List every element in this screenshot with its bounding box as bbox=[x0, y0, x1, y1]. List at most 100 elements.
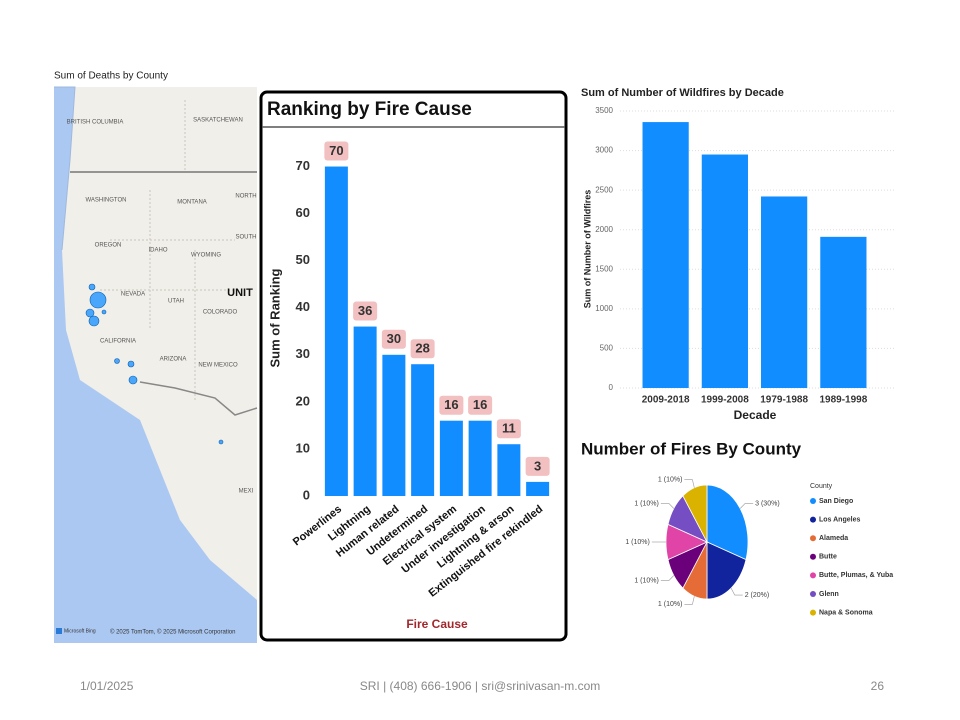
leader-line bbox=[684, 596, 695, 605]
y-tick-label: 50 bbox=[296, 252, 310, 267]
legend-label: Butte bbox=[819, 554, 837, 561]
map-label: SOUTH bbox=[236, 235, 257, 241]
data-label: 70 bbox=[329, 143, 343, 158]
data-label: 1 (10%) bbox=[634, 577, 659, 584]
map-title: Sum of Deaths by County bbox=[54, 71, 168, 82]
data-label: 16 bbox=[473, 397, 487, 412]
map-label: NORTH bbox=[235, 194, 256, 200]
legend-title: County bbox=[810, 483, 833, 490]
bar bbox=[526, 481, 550, 496]
data-label: 2 (20%) bbox=[745, 592, 770, 599]
map-label: NEW MEXICO bbox=[198, 363, 238, 369]
legend-swatch bbox=[810, 572, 816, 579]
legend-swatch bbox=[810, 591, 816, 597]
map-label: SASKATCHEWAN bbox=[193, 118, 243, 124]
bar bbox=[411, 364, 435, 496]
bar bbox=[382, 354, 406, 496]
map-label: UNIT bbox=[227, 287, 253, 299]
data-label: 28 bbox=[415, 341, 429, 356]
y-tick-label: 2000 bbox=[595, 225, 613, 234]
bing-icon bbox=[56, 628, 62, 634]
y-tick-label: 10 bbox=[296, 440, 310, 455]
data-label-bg bbox=[496, 419, 521, 439]
legend-label: Alameda bbox=[819, 535, 848, 542]
map-label: UTAH bbox=[168, 299, 184, 305]
data-label: 3 (30%) bbox=[755, 500, 780, 507]
bar bbox=[439, 420, 463, 496]
legend-label: Los Angeles bbox=[819, 516, 860, 523]
x-tick-label: 1979-1988 bbox=[760, 395, 808, 406]
legend-swatch bbox=[810, 498, 816, 504]
data-label-bg bbox=[353, 301, 378, 321]
map: BRITISH COLUMBIA SASKATCHEWAN WASHINGTON MO… bbox=[54, 86, 258, 643]
border bbox=[139, 381, 258, 416]
data-label-bg bbox=[525, 456, 550, 476]
data-label: 11 bbox=[502, 421, 516, 436]
legend-label: Napa & Sonoma bbox=[819, 609, 873, 616]
y-tick-label: 3000 bbox=[595, 146, 613, 155]
data-label: 1 (10%) bbox=[634, 500, 659, 507]
bar bbox=[701, 154, 748, 388]
legend-label: Butte, Plumas, & Yuba bbox=[819, 572, 893, 579]
map-label: NEVADA bbox=[121, 292, 145, 298]
pie-slice bbox=[706, 484, 749, 561]
data-label-bg bbox=[324, 141, 349, 161]
leader-line bbox=[739, 503, 754, 509]
legend-swatch bbox=[810, 553, 816, 560]
data-label: 30 bbox=[387, 331, 401, 346]
y-tick-label: 0 bbox=[303, 487, 310, 502]
map-label: CALIFORNIA bbox=[100, 339, 136, 345]
leader-line bbox=[660, 575, 675, 581]
data-label: 1 (10%) bbox=[658, 601, 683, 608]
y-tick-label: 20 bbox=[296, 393, 310, 408]
ocean bbox=[54, 87, 257, 643]
map-label: MEXI bbox=[239, 489, 254, 495]
map-label: ARIZONA bbox=[160, 357, 187, 363]
y-axis-label: Sum of Number of Wildfires bbox=[582, 190, 592, 308]
chart-title: Ranking by Fire Cause bbox=[267, 99, 472, 120]
x-tick-label: 1989-1998 bbox=[819, 395, 867, 406]
death-bubbles bbox=[85, 283, 224, 445]
map-label: COLORADO bbox=[203, 310, 238, 316]
legend-swatch bbox=[810, 609, 816, 616]
bar bbox=[642, 122, 689, 388]
y-tick-label: 60 bbox=[296, 205, 310, 220]
map-label: MONTANA bbox=[177, 200, 207, 206]
state-lines bbox=[100, 100, 235, 400]
bar bbox=[761, 196, 808, 388]
map-label: OREGON bbox=[95, 243, 122, 249]
chart-title: Number of Fires By County bbox=[581, 439, 802, 458]
y-tick-label: 1000 bbox=[595, 304, 613, 313]
data-label: 16 bbox=[444, 397, 458, 412]
x-axis-label: Decade bbox=[734, 408, 777, 422]
x-axis-label: Fire Cause bbox=[406, 617, 468, 631]
y-tick-label: 30 bbox=[296, 346, 310, 361]
y-tick-label: 40 bbox=[296, 299, 310, 314]
y-tick-label: 1500 bbox=[595, 264, 613, 273]
data-label: 36 bbox=[358, 303, 372, 318]
map-label: IDAHO bbox=[148, 248, 167, 254]
bar bbox=[468, 420, 492, 496]
y-tick-label: 500 bbox=[600, 344, 614, 353]
chart-title: Sum of Number of Wildfires by Decade bbox=[581, 87, 784, 99]
footer-date: 1/01/2025 bbox=[80, 679, 134, 693]
bar bbox=[324, 166, 348, 497]
x-tick-label: 2009-2018 bbox=[642, 395, 690, 406]
map-copyright: © 2025 TomTom, © 2025 Microsoft Corporat… bbox=[110, 629, 235, 636]
y-tick-label: 0 bbox=[609, 383, 614, 392]
data-label: 1 (10%) bbox=[658, 477, 683, 484]
pie-slice bbox=[682, 484, 708, 543]
map-label: WASHINGTON bbox=[85, 198, 126, 204]
bar bbox=[497, 444, 521, 496]
data-label: 1 (10%) bbox=[625, 539, 650, 546]
data-label: 3 bbox=[534, 458, 541, 473]
y-tick-label: 70 bbox=[296, 158, 310, 173]
data-label-bg bbox=[381, 329, 406, 349]
leader-line bbox=[684, 479, 695, 488]
leader-line bbox=[660, 503, 675, 509]
legend-label: San Diego bbox=[819, 498, 853, 505]
bar bbox=[820, 236, 867, 388]
x-tick-label: 1999-2008 bbox=[701, 395, 749, 406]
legend-swatch bbox=[810, 535, 816, 542]
